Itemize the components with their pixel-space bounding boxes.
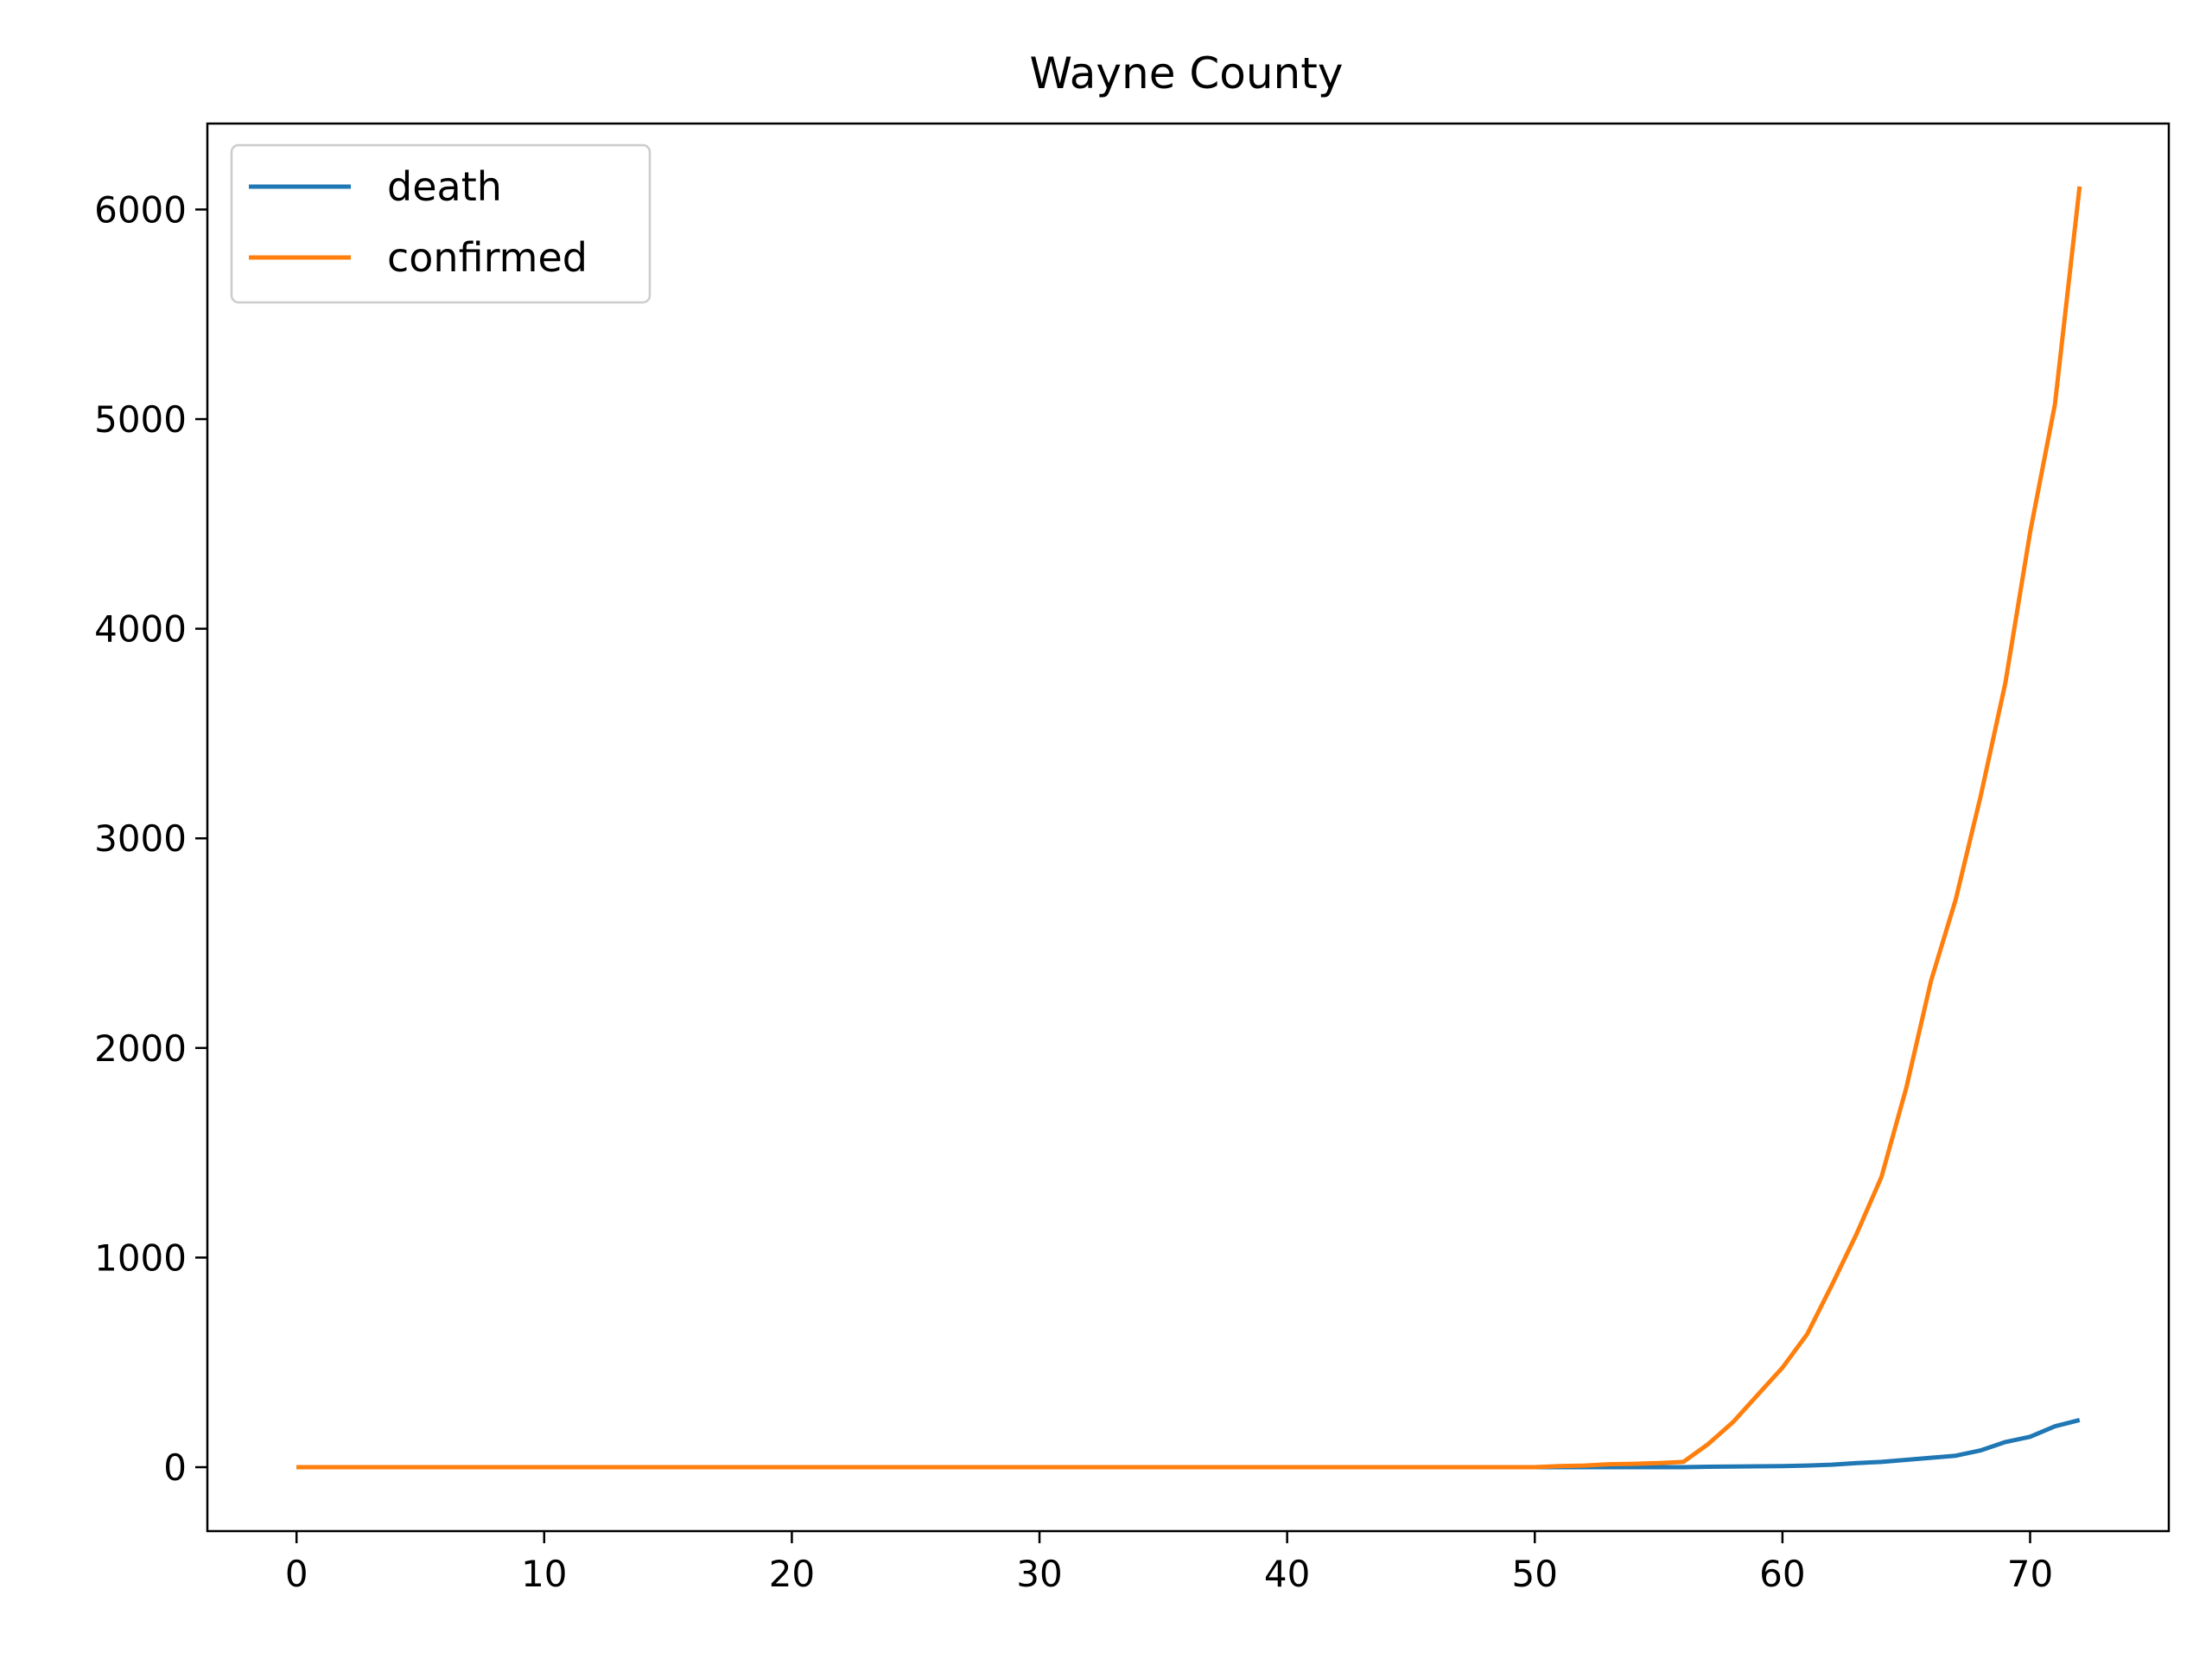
legend-label-death: death xyxy=(387,163,502,210)
x-axis: 0 10 20 30 40 50 60 70 xyxy=(285,1531,2053,1595)
x-tick-label: 10 xyxy=(521,1553,567,1595)
y-tick-label: 5000 xyxy=(94,398,187,441)
legend: death confirmed xyxy=(230,143,652,304)
series-layer xyxy=(296,186,2082,1470)
x-tick-label: 0 xyxy=(285,1553,308,1595)
x-tick-label: 50 xyxy=(1512,1553,1558,1595)
x-tick-label: 70 xyxy=(2007,1553,2053,1595)
x-tick-label: 60 xyxy=(1759,1553,1805,1595)
y-axis: 0 1000 2000 3000 4000 5000 6000 xyxy=(94,188,207,1489)
y-tick-label: 1000 xyxy=(94,1236,187,1279)
chart-title: Wayne County xyxy=(1030,48,1344,99)
plot-frame xyxy=(206,122,2171,1533)
y-tick-label: 4000 xyxy=(94,608,187,651)
y-tick-label: 6000 xyxy=(94,188,187,231)
y-tick-label: 2000 xyxy=(94,1027,187,1070)
x-tick-label: 40 xyxy=(1264,1553,1310,1595)
y-tick-label: 0 xyxy=(163,1446,187,1489)
x-tick-label: 30 xyxy=(1016,1553,1062,1595)
y-tick-label: 3000 xyxy=(94,817,187,860)
series-line-confirmed xyxy=(296,186,2082,1470)
legend-label-confirmed: confirmed xyxy=(387,234,588,281)
x-tick-label: 20 xyxy=(769,1553,815,1595)
